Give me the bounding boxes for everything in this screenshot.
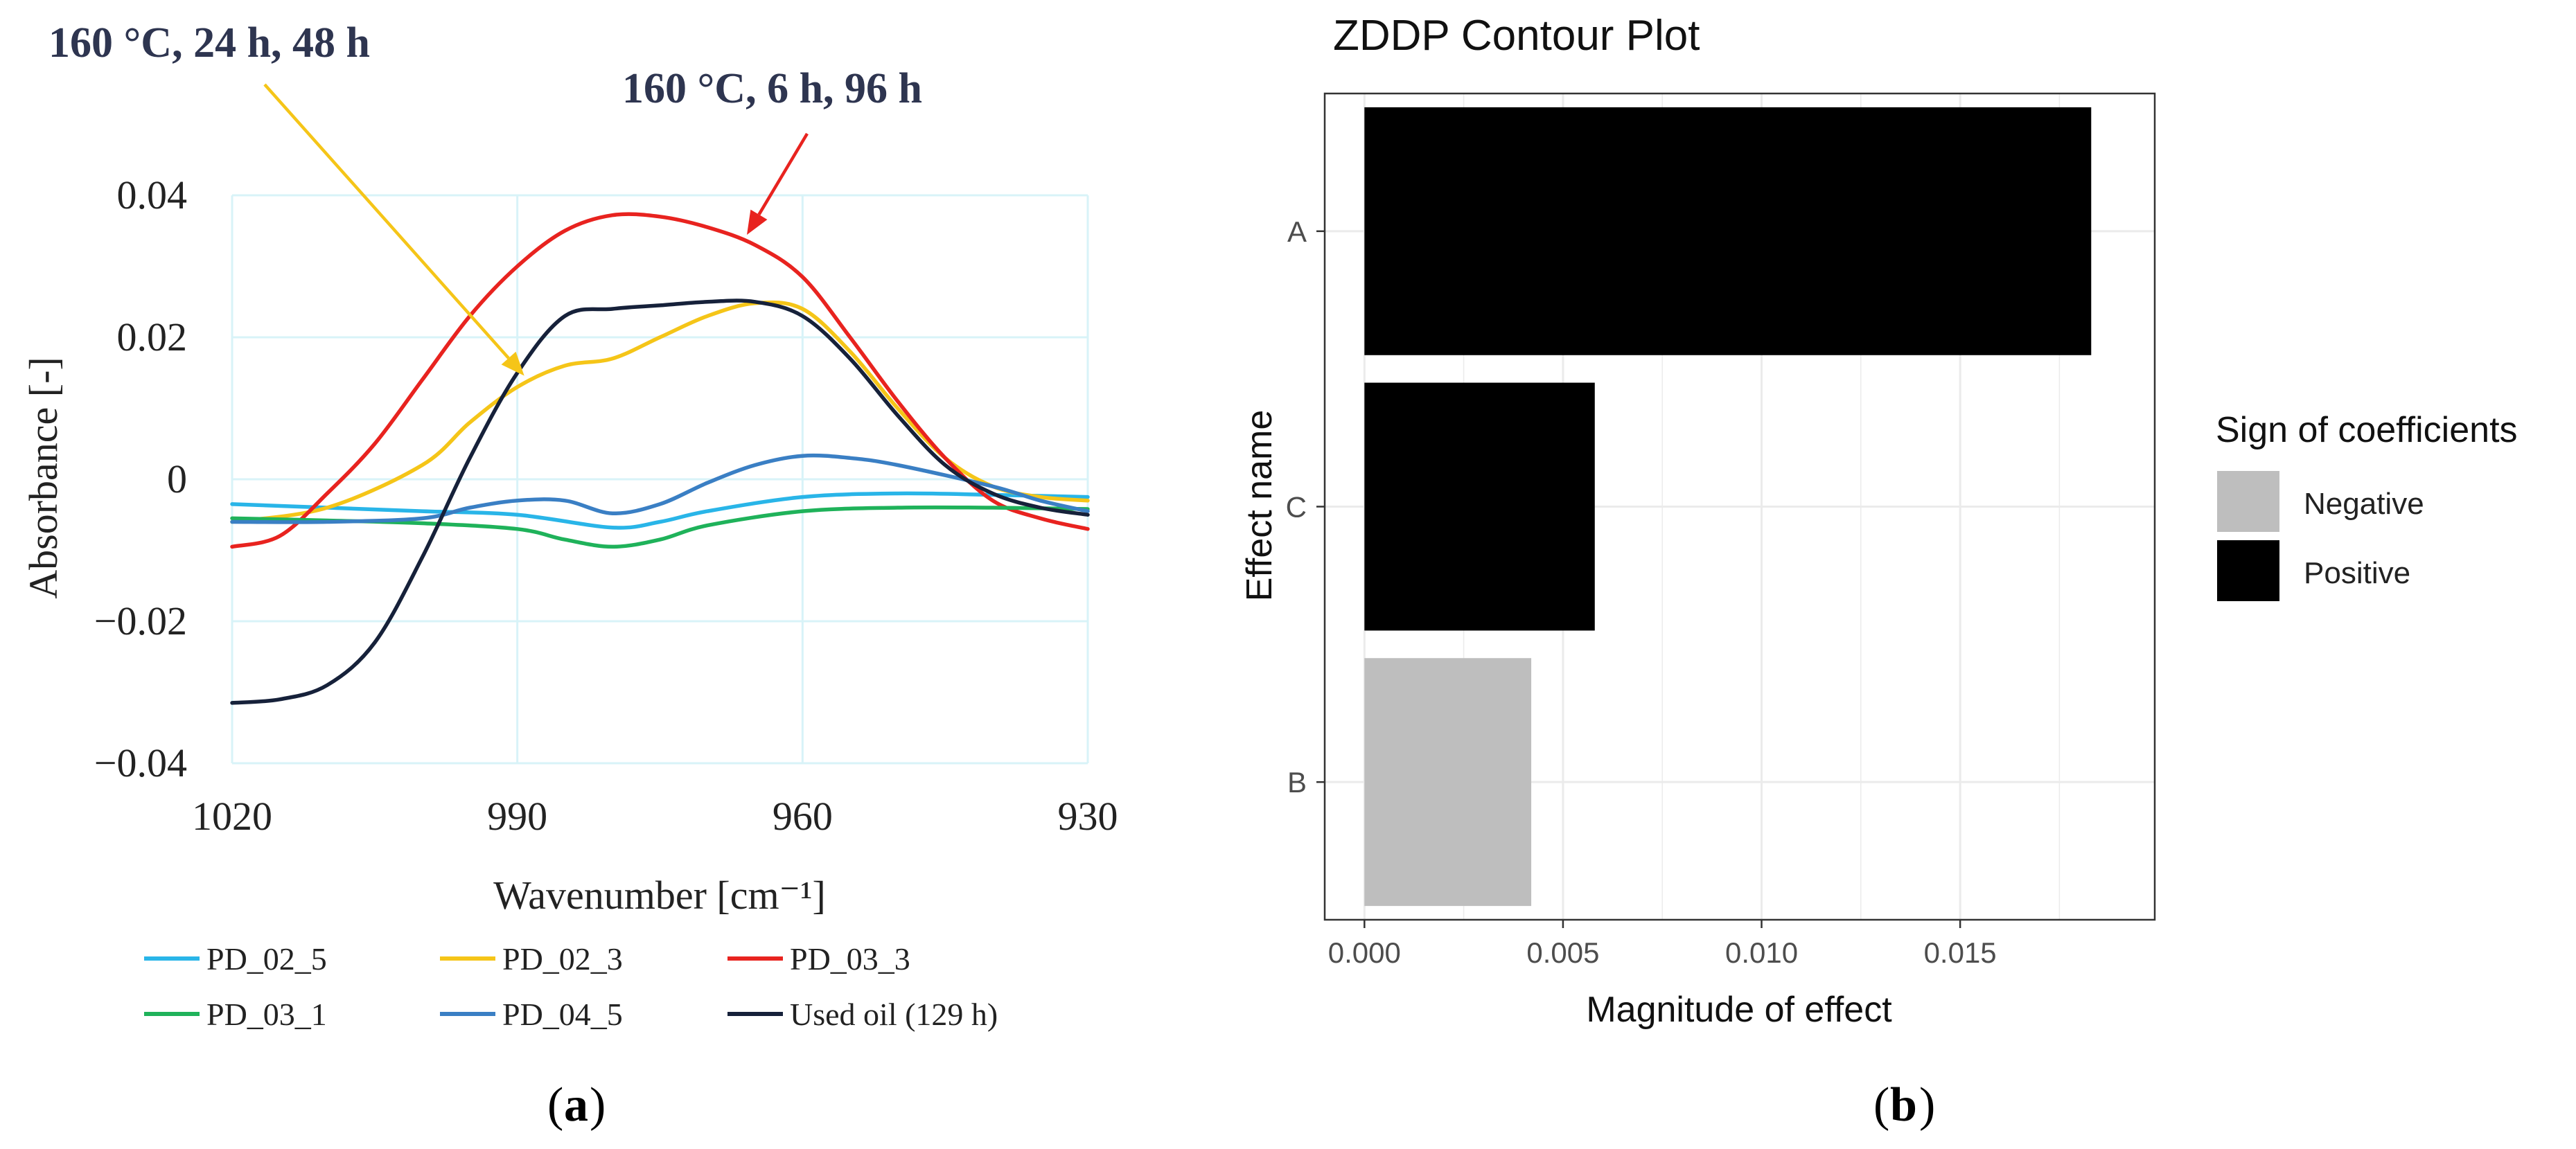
series-line-pd-03-1 — [230, 505, 1090, 549]
panel-a-y-tick-label: 0 — [167, 456, 187, 501]
bar-effect-c — [1364, 382, 1595, 631]
panel-b-y-tick-label-b: B — [1287, 766, 1307, 799]
legend-label-negative: Negative — [2304, 487, 2424, 521]
panel-b-label: b — [1890, 1078, 1917, 1132]
legend-label-pd-03-3: PD_03_3 — [790, 941, 910, 977]
panel-a-label-close-paren: ) — [590, 1078, 606, 1132]
legend-label-pd-03-1: PD_03_1 — [206, 997, 327, 1032]
panel-b-legend-title: Sign of coefficients — [2216, 410, 2518, 450]
series-line-pd-04-5 — [230, 453, 1090, 524]
panel-b-y-tick-label-a: A — [1287, 215, 1307, 248]
series-line-pd-02-5 — [230, 491, 1090, 530]
legend-swatch-negative — [2217, 471, 2279, 532]
panel-b-label-close-paren: ) — [1919, 1078, 1935, 1132]
panel-a-series-lines — [230, 212, 1090, 705]
annotation-24h-48h-arrow-shaft — [263, 83, 510, 359]
legend-label-pd-04-5: PD_04_5 — [502, 997, 623, 1032]
legend-label-pd-02-5: PD_02_5 — [206, 941, 327, 977]
panel-b-y-tick-label-c: C — [1286, 491, 1307, 524]
panel-b-label-open-paren: ( — [1873, 1078, 1889, 1132]
panel-a-legend: PD_02_5 PD_02_3 PD_03_3 PD_03_1 PD_04_5 Used … — [144, 941, 998, 1032]
annotation-24h-48h-label: 160 °C, 24 h, 48 h — [48, 19, 370, 66]
annotation-24h-48h-arrow — [263, 83, 524, 376]
panel-a-axes: 1020 990 960 930 0.04 0.02 0 −0.02 −0.04 — [94, 172, 1118, 839]
annotation-6h-96h-label: 160 °C, 6 h, 96 h — [622, 65, 922, 112]
panel-b-x-axis-label: Magnitude of effect — [1586, 990, 1892, 1030]
panel-a-y-tick-label: −0.04 — [94, 740, 187, 785]
legend-swatch-positive — [2217, 540, 2279, 601]
series-line-used-oil-129-h — [230, 299, 1090, 705]
series-line-pd-03-3 — [230, 212, 1090, 549]
panel-a-x-tick-label: 1020 — [192, 794, 272, 839]
panel-b-legend: Sign of coefficients Negative Positive — [2216, 410, 2518, 601]
panel-a-y-tick-label: 0.02 — [117, 314, 188, 359]
panel-b-x-tick-label: 0.015 — [1924, 936, 1997, 969]
panel-a-y-tick-label: 0.04 — [117, 172, 188, 217]
panel-a-x-tick-label: 930 — [1058, 794, 1118, 839]
panel-b: ZDDP Contour Plot 0.000 0.005 0.010 0.015 A C… — [1240, 12, 2518, 1132]
panel-b-x-tick-label: 0.005 — [1526, 936, 1599, 969]
panel-a-label: a — [564, 1078, 588, 1132]
bar-effect-b — [1364, 658, 1532, 907]
series-line-pd-02-3 — [230, 300, 1090, 524]
panel-b-x-tick-label: 0.010 — [1725, 936, 1798, 969]
legend-label-positive: Positive — [2304, 556, 2410, 590]
legend-label-pd-02-3: PD_02_3 — [502, 941, 623, 977]
annotation-6h-96h-arrow — [747, 132, 809, 235]
panel-b-bars — [1364, 107, 2092, 907]
legend-label-used-oil-129-h: Used oil (129 h) — [790, 997, 998, 1032]
panel-b-x-tick-label: 0.000 — [1328, 936, 1401, 969]
panel-b-axes: 0.000 0.005 0.010 0.015 A C B — [1286, 215, 1997, 969]
annotation-6h-96h-arrow-head — [747, 209, 768, 235]
panel-b-title: ZDDP Contour Plot — [1333, 12, 1700, 60]
annotation-6h-96h-arrow-shaft — [757, 132, 809, 215]
panel-a: 1020 990 960 930 0.04 0.02 0 −0.02 −0.04 160 °C,… — [21, 19, 1118, 1132]
panel-a-x-tick-label: 960 — [773, 794, 833, 839]
panel-b-y-axis-label: Effect name — [1240, 410, 1280, 602]
panel-a-y-axis-label: Absorbance [-] — [21, 357, 66, 598]
panel-a-x-tick-label: 990 — [487, 794, 547, 839]
panel-a-label-open-paren: ( — [547, 1078, 563, 1132]
panel-a-x-axis-label: Wavenumber [cm⁻¹] — [493, 873, 826, 918]
bar-effect-a — [1364, 107, 2092, 355]
annotation-24h-48h-arrow-head — [501, 351, 524, 376]
panel-a-y-tick-label: −0.02 — [94, 598, 187, 643]
